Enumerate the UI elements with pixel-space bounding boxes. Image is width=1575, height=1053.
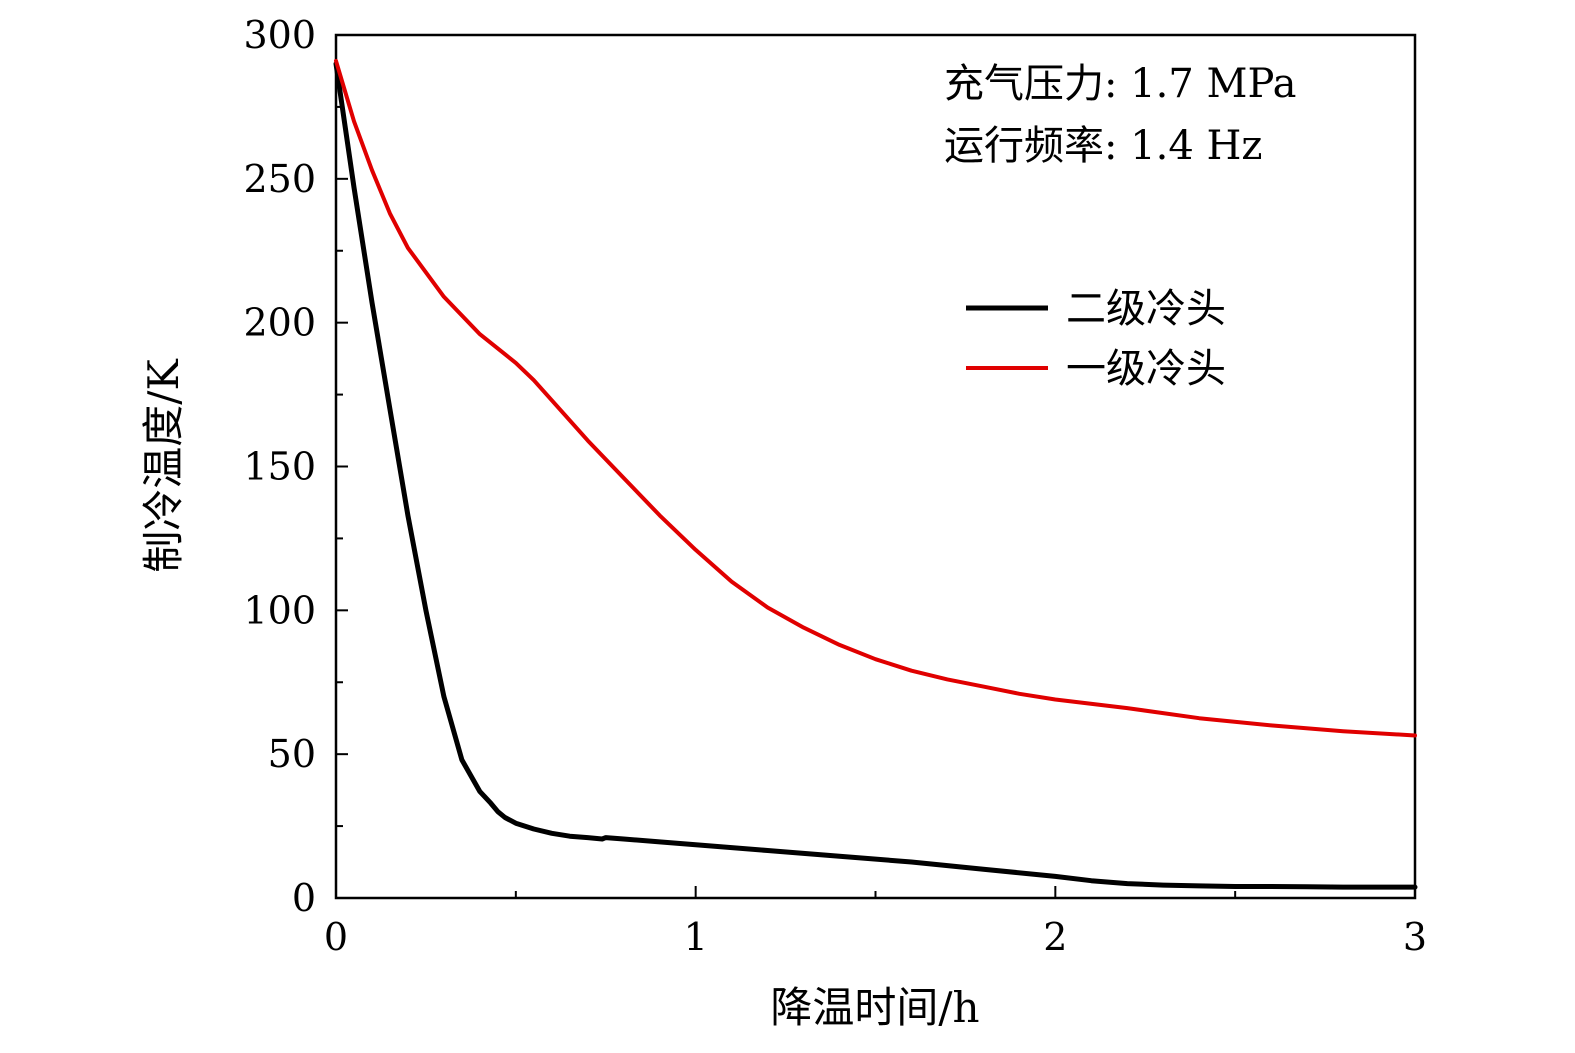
x-tick-label: 2 xyxy=(1043,915,1067,959)
legend-label-series-2: 一级冷头 xyxy=(1066,346,1226,392)
y-tick-label: 250 xyxy=(243,157,316,201)
x-tick-label: 3 xyxy=(1403,915,1427,959)
y-tick-label: 50 xyxy=(268,732,316,776)
y-tick-label: 100 xyxy=(243,588,316,632)
y-axis-ticks: 0 50 100 150 200 250 300 xyxy=(243,13,348,920)
x-tick-label: 1 xyxy=(684,915,708,959)
y-tick-label: 300 xyxy=(243,13,316,57)
x-axis-title: 降温时间/h xyxy=(770,983,979,1032)
y-tick-label: 150 xyxy=(243,445,316,489)
annotation-pressure: 充气压力: 1.7 MPa xyxy=(944,61,1296,107)
y-axis-title: 制冷温度/K xyxy=(139,358,188,573)
x-axis-ticks: 0 1 2 3 xyxy=(324,886,1427,959)
series-layer xyxy=(333,58,1418,890)
y-tick-label: 0 xyxy=(292,876,316,920)
x-tick-label: 0 xyxy=(324,915,348,959)
annotation-frequency: 运行频率: 1.4 Hz xyxy=(944,123,1262,169)
legend: 二级冷头 一级冷头 xyxy=(966,286,1226,392)
legend-label-series-1: 二级冷头 xyxy=(1066,286,1226,332)
series-line-1 xyxy=(333,61,1418,890)
series-line-2 xyxy=(334,58,1417,738)
y-tick-label: 200 xyxy=(243,301,316,345)
